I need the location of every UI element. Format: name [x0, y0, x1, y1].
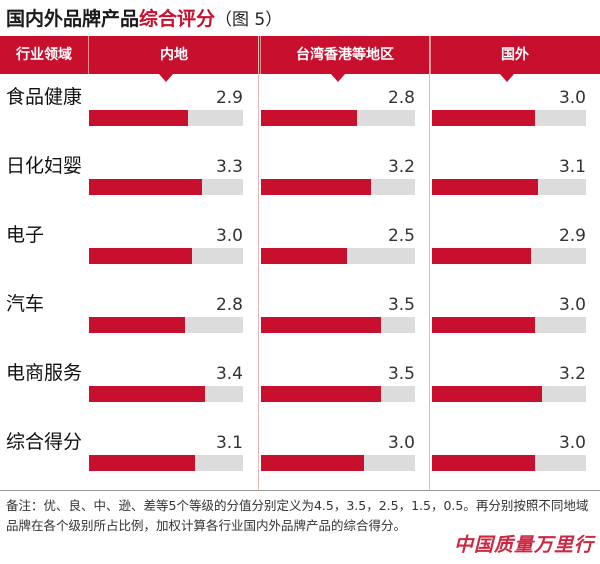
header-series-taiwan-hk: 台湾香港等地区: [296, 47, 394, 63]
category-label: 汽车: [6, 293, 45, 315]
category-label: 电子: [6, 224, 45, 246]
category-label: 电商服务: [6, 362, 83, 384]
column-divider: [429, 36, 430, 490]
bar: [89, 110, 188, 126]
data-label: 3.0: [215, 226, 243, 246]
bar-track: [89, 455, 243, 471]
data-label: 3.0: [387, 433, 415, 453]
bar-track: [89, 386, 243, 402]
bar: [261, 317, 381, 333]
data-label: 3.4: [215, 364, 243, 384]
bar: [89, 248, 192, 264]
data-label: 2.8: [215, 295, 243, 315]
bar-track: [432, 248, 586, 264]
data-label: 3.1: [215, 433, 243, 453]
bar-track: [432, 317, 586, 333]
data-label: 3.1: [558, 157, 586, 177]
bar-track: [261, 110, 415, 126]
bar: [432, 455, 535, 471]
category-label: 食品健康: [6, 86, 83, 108]
table-header: 行业领域 内地 台湾香港等地区 国外: [0, 36, 600, 74]
bar-track: [89, 179, 243, 195]
header-divider: [88, 36, 89, 74]
bar-track: [432, 110, 586, 126]
footnote: 备注：优、良、中、逊、差等5个等级的分值分别定义为4.5，3.5，2.5，1.5…: [6, 498, 589, 533]
bar: [432, 110, 535, 126]
bar-track: [261, 386, 415, 402]
bar-track: [432, 179, 586, 195]
header-series-mainland: 内地: [160, 47, 188, 63]
header-notch: [331, 74, 345, 82]
bar: [432, 248, 531, 264]
bar-track: [261, 455, 415, 471]
bar-track: [89, 248, 243, 264]
column-divider: [258, 36, 259, 490]
header-notch: [500, 74, 514, 82]
bar-track: [261, 179, 415, 195]
title-main: 国内外品牌产品: [6, 8, 140, 30]
title-suffix: （图 5）: [215, 10, 283, 30]
data-label: 3.0: [558, 433, 586, 453]
bar: [261, 179, 371, 195]
bar: [432, 317, 535, 333]
data-label: 2.9: [215, 88, 243, 108]
bar: [432, 386, 542, 402]
data-label: 3.2: [387, 157, 415, 177]
data-label: 3.5: [387, 364, 415, 384]
data-label: 3.3: [215, 157, 243, 177]
header-industry: 行业领域: [16, 47, 72, 63]
header-divider: [260, 36, 261, 74]
bar: [261, 386, 381, 402]
category-label: 综合得分: [6, 431, 83, 453]
title-highlight: 综合评分: [139, 8, 216, 30]
bar-track: [432, 455, 586, 471]
bar: [261, 248, 347, 264]
header-series-foreign: 国外: [501, 47, 529, 63]
bar-track: [432, 386, 586, 402]
data-label: 3.5: [387, 295, 415, 315]
bar-track: [89, 110, 243, 126]
data-label: 2.9: [558, 226, 586, 246]
data-label: 2.5: [387, 226, 415, 246]
watermark-text: 中国质量万里行: [453, 529, 594, 557]
data-label: 3.0: [558, 88, 586, 108]
header-divider: [430, 36, 431, 74]
data-label: 3.0: [558, 295, 586, 315]
bar: [89, 317, 185, 333]
bar-track: [261, 317, 415, 333]
bar-track: [89, 317, 243, 333]
watermark: 中国质量万里行: [453, 528, 594, 558]
category-label: 日化妇婴: [6, 155, 83, 177]
data-label: 3.2: [558, 364, 586, 384]
data-label: 2.8: [387, 88, 415, 108]
bar: [261, 110, 357, 126]
bar: [89, 455, 195, 471]
bar-track: [261, 248, 415, 264]
header-notch: [159, 74, 173, 82]
bar: [89, 179, 202, 195]
chart-title: 国内外品牌产品综合评分（图 5）: [6, 6, 282, 32]
bar: [261, 455, 364, 471]
bar: [432, 179, 538, 195]
bar: [89, 386, 205, 402]
bottom-rule: [0, 490, 600, 491]
